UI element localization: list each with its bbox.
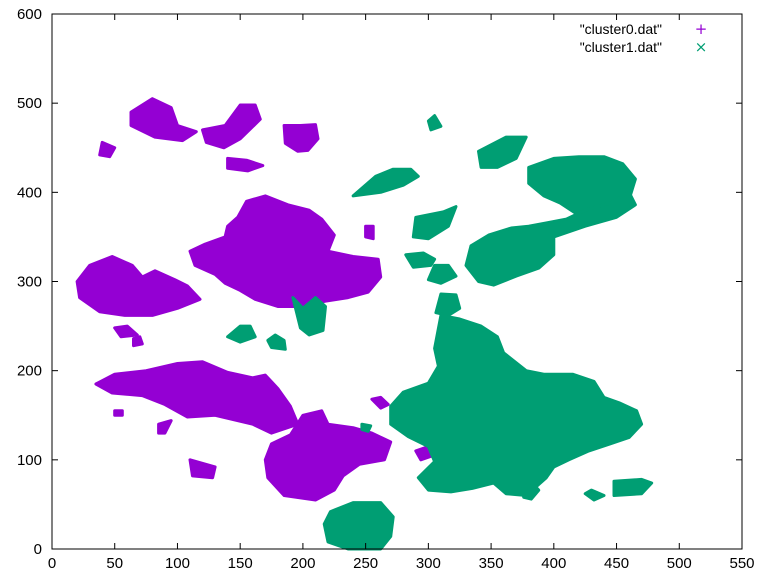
cluster0-region-14: [263, 409, 393, 502]
x-tick-label-450: 450: [604, 555, 629, 572]
cluster0-region-10: [94, 360, 300, 435]
cluster1-region-0: [426, 114, 443, 132]
y-tick-label-500: 500: [17, 95, 42, 112]
cluster0-region-11: [113, 409, 124, 417]
y-tick-label-100: 100: [17, 452, 42, 469]
x-tick-label-500: 500: [667, 555, 692, 572]
cluster0-region-0: [129, 97, 198, 143]
cluster0-region-3: [98, 140, 117, 159]
y-tick-label-200: 200: [17, 363, 42, 380]
cluster1-region-16: [322, 501, 395, 551]
cluster1-region-17: [360, 422, 373, 433]
legend-marker-cross: ×: [695, 38, 708, 56]
x-tick-label-0: 0: [48, 555, 56, 572]
cluster1-region-13: [521, 480, 541, 501]
axis-ticks: 0 50 100 150 200 250 300 350 400 450 500 550 0 100 200…: [17, 6, 755, 572]
y-tick-label-400: 400: [17, 184, 42, 201]
cluster0-region-9: [132, 335, 144, 348]
x-tick-label-250: 250: [353, 555, 378, 572]
data-layer: [75, 97, 654, 551]
cluster1-region-5: [411, 205, 458, 241]
cluster0-region-1: [201, 103, 262, 150]
cluster1-region-9: [291, 296, 327, 337]
y-tick-label-300: 300: [17, 274, 42, 291]
y-tick-label-0: 0: [34, 541, 42, 558]
cluster1-region-1: [477, 135, 528, 169]
legend-marker-plus: +: [695, 20, 708, 38]
x-tick-label-200: 200: [290, 555, 315, 572]
legend-label-cluster0: "cluster0.dat": [580, 21, 662, 37]
cluster1-region-8: [434, 292, 462, 317]
x-tick-label-300: 300: [416, 555, 441, 572]
cluster1-region-14: [612, 477, 654, 497]
cluster0-region-12: [157, 419, 173, 435]
legend: "cluster0.dat" + "cluster1.dat" ×: [580, 20, 708, 56]
cluster1-region-10: [226, 324, 257, 344]
x-tick-label-50: 50: [106, 555, 123, 572]
cluster1-region-3: [464, 190, 637, 287]
cluster1-region-15: [583, 488, 606, 502]
x-tick-label-100: 100: [165, 555, 190, 572]
cluster0-region-8: [113, 324, 139, 339]
cluster1-region-4: [351, 167, 420, 198]
x-tick-label-400: 400: [541, 555, 566, 572]
cluster0-region-13: [188, 458, 217, 480]
legend-label-cluster1: "cluster1.dat": [580, 39, 662, 55]
x-tick-label-150: 150: [228, 555, 253, 572]
cluster0-region-15: [370, 395, 390, 410]
x-tick-label-550: 550: [729, 555, 754, 572]
cluster0-region-7: [364, 224, 375, 241]
cluster0-region-2: [282, 123, 320, 153]
y-tick-label-600: 600: [17, 6, 42, 23]
cluster1-region-7: [426, 263, 458, 285]
cluster0-region-6: [188, 194, 383, 308]
cluster1-region-11: [266, 333, 287, 351]
x-tick-label-350: 350: [479, 555, 504, 572]
cluster0-region-4: [226, 156, 265, 173]
cluster0-region-5: [75, 255, 202, 317]
cluster1-region-12: [389, 313, 644, 497]
cluster1-region-6: [404, 251, 437, 269]
